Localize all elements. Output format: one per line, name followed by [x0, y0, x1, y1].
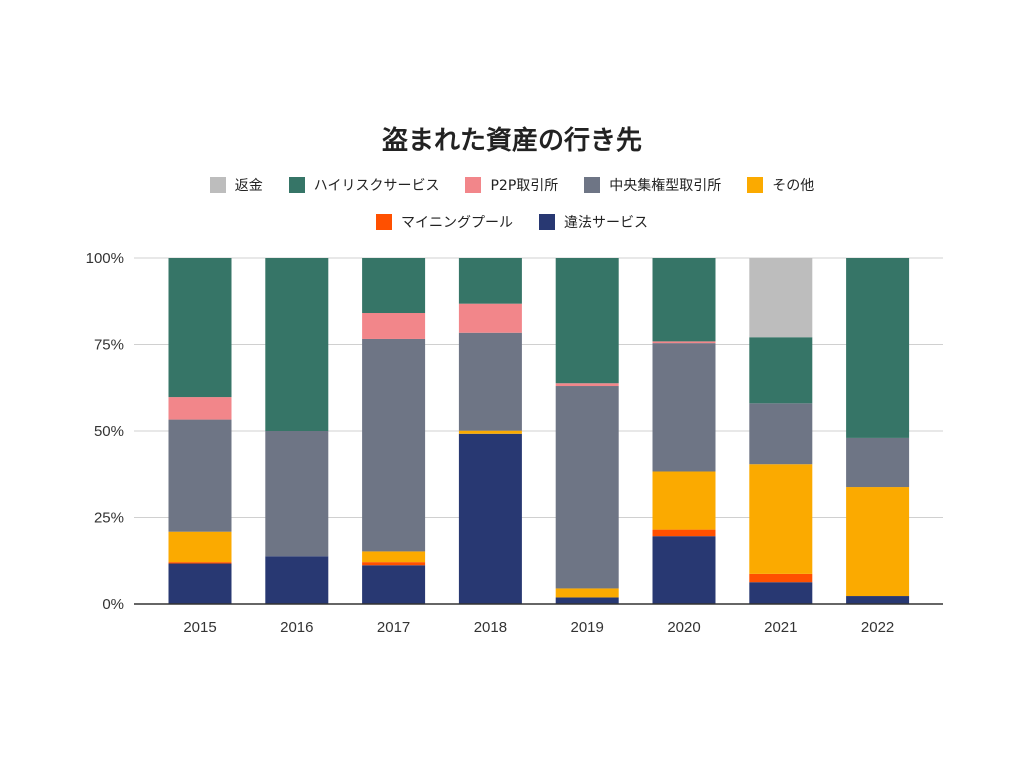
legend-swatch	[584, 177, 601, 193]
bar-segment	[846, 437, 910, 488]
bar-segment	[362, 562, 426, 566]
bar-segment	[555, 588, 619, 598]
bar-segment	[749, 403, 813, 465]
x-tick-label: 2018	[474, 619, 507, 636]
bar-segment	[846, 487, 910, 597]
legend-swatch	[465, 177, 482, 193]
bar-segment	[168, 419, 232, 532]
bar-segment	[749, 582, 813, 604]
bar-segment	[168, 531, 232, 563]
bar-segment	[265, 431, 329, 557]
bar-segment	[265, 258, 329, 431]
y-tick-label: 100%	[86, 250, 124, 267]
legend-label: その他	[772, 178, 815, 194]
legend-item[interactable]: P2P取引所	[465, 175, 558, 195]
legend-label: 中央集権型取引所	[609, 178, 722, 194]
y-tick-label: 25%	[94, 510, 124, 527]
bar-segment	[168, 562, 232, 564]
legend-item[interactable]: 中央集権型取引所	[584, 175, 721, 195]
legend-item[interactable]: その他	[747, 175, 814, 195]
x-tick-label: 2016	[280, 619, 313, 636]
bar-segment	[168, 563, 232, 604]
bar-segment	[168, 258, 232, 398]
bar-segment	[652, 471, 716, 530]
bar-segment	[555, 386, 619, 589]
bar-segment	[652, 258, 716, 342]
bar-segment	[362, 338, 426, 552]
legend-label: 違法サービス	[564, 215, 648, 231]
bar-segment	[846, 596, 910, 604]
legend: 返金 ハイリスクサービス P2P取引所 中央集権型取引所 その他	[0, 175, 1024, 195]
bar-segment	[749, 337, 813, 404]
legend-label: 返金	[234, 178, 263, 194]
x-tick-label: 2017	[377, 619, 410, 636]
legend-label: P2P取引所	[490, 178, 559, 194]
bar-segment	[458, 303, 522, 333]
legend-item[interactable]: 違法サービス	[539, 212, 648, 232]
bar-segment	[749, 573, 813, 583]
bar-segment	[362, 565, 426, 604]
bar-segment	[846, 258, 910, 438]
legend-swatch	[539, 214, 555, 230]
bar-segment	[362, 258, 426, 314]
legend-item[interactable]: マイニングプール	[376, 212, 513, 232]
bar-segment	[168, 397, 232, 420]
bar-segment	[652, 343, 716, 472]
legend-label: ハイリスクサービス	[313, 178, 440, 194]
bar-segment	[458, 433, 522, 604]
y-tick-label: 0%	[102, 596, 124, 613]
y-tick-label: 50%	[94, 423, 124, 440]
legend: マイニングプール 違法サービス	[0, 212, 1024, 232]
x-tick-label: 2015	[183, 619, 216, 636]
bar-segment	[458, 258, 522, 304]
x-tick-label: 2021	[764, 619, 797, 636]
bar-segment	[749, 464, 813, 574]
bar-segment	[265, 556, 329, 604]
legend-swatch	[747, 177, 764, 193]
bar-segment	[555, 258, 619, 384]
chart-title: 盗まれた資産の行き先	[381, 126, 642, 156]
x-tick-label: 2022	[861, 619, 894, 636]
legend-item[interactable]: ハイリスクサービス	[288, 175, 440, 195]
bar-segment	[362, 313, 426, 339]
x-tick-label: 2020	[667, 619, 700, 636]
legend-swatch	[288, 177, 305, 193]
bar-segment	[652, 341, 716, 344]
bar-segment	[555, 597, 619, 604]
x-tick-label: 2019	[571, 619, 604, 636]
legend-swatch	[376, 214, 392, 230]
bar-segment	[458, 332, 522, 431]
y-tick-label: 75%	[94, 337, 124, 354]
bar-segment	[749, 258, 813, 338]
legend-swatch	[209, 177, 226, 193]
bar-segment	[555, 383, 619, 387]
legend-label: マイニングプール	[401, 215, 513, 231]
bar-segment	[362, 551, 426, 563]
bar-segment	[458, 430, 522, 434]
bar-segment	[652, 536, 716, 604]
bar-segment	[652, 529, 716, 537]
legend-item[interactable]: 返金	[209, 175, 263, 195]
